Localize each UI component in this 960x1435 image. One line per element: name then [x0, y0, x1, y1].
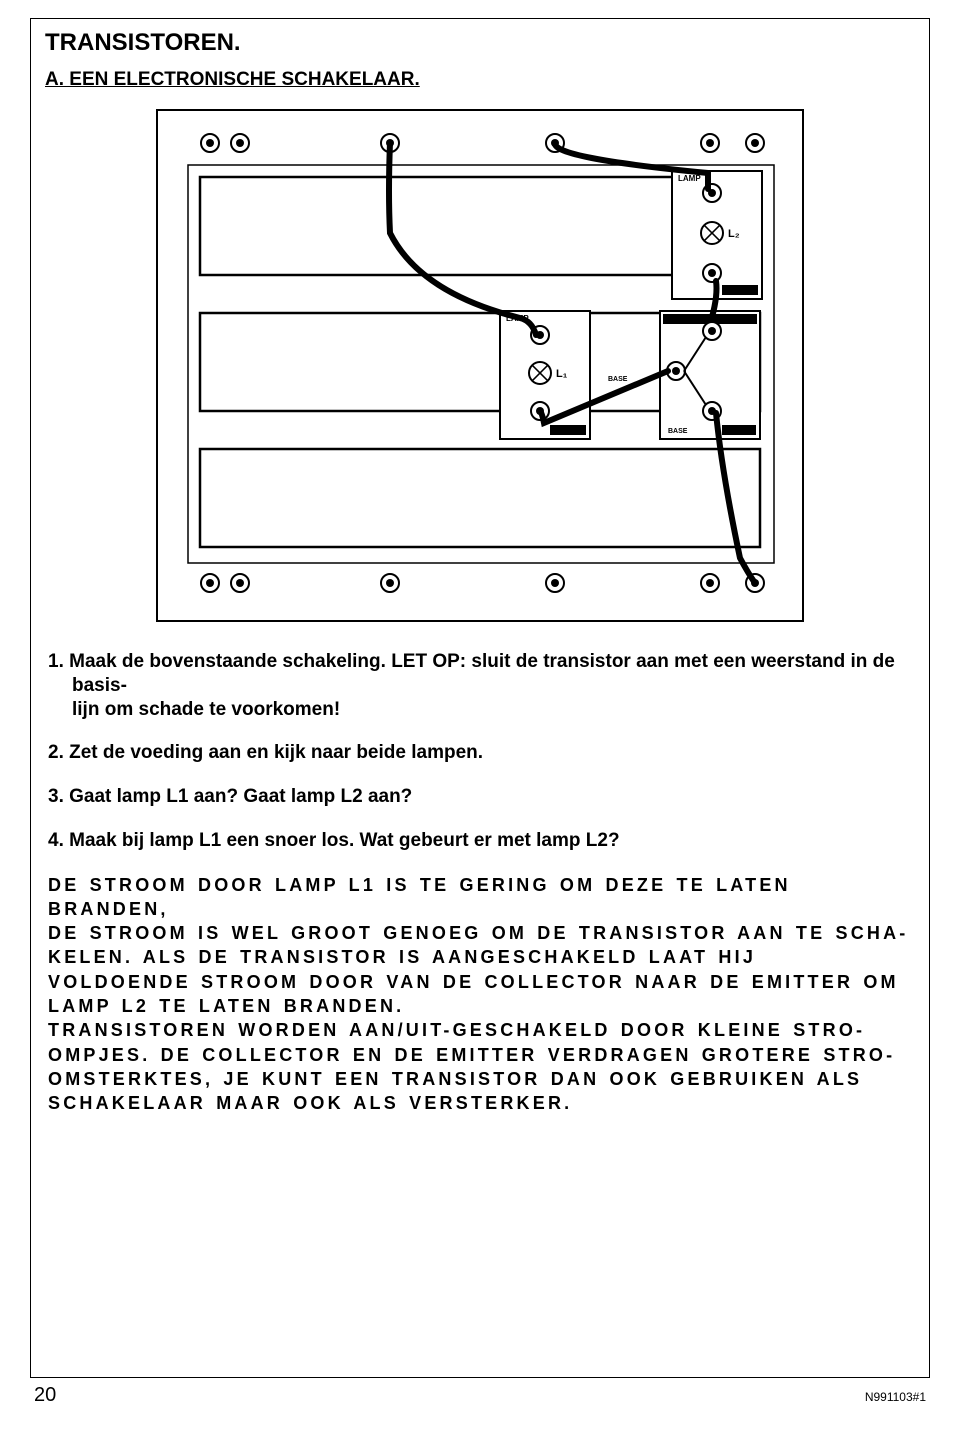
svg-text:BASE: BASE	[668, 428, 688, 435]
answer-line-3: KELEN. ALS DE TRANSISTOR IS AANGESCHAKEL…	[48, 947, 756, 967]
circuit-diagram: LAMPL₂LAMPL₁BASEBASE	[160, 113, 800, 613]
answer-line-4: VOLDOENDE STROOM DOOR VAN DE COLLECTOR N…	[48, 972, 899, 992]
answer-block: DE STROOM DOOR LAMP L1 IS TE GERING OM D…	[48, 873, 915, 1116]
page-number: 20	[34, 1384, 56, 1407]
svg-text:L₂: L₂	[728, 228, 740, 240]
instruction-1b: lijn om schade te voorkomen!	[72, 699, 340, 720]
answer-line-6: TRANSISTOREN WORDEN AAN/UIT-GESCHAKELD D…	[48, 1020, 865, 1040]
page-title: TRANSISTOREN.	[45, 29, 915, 57]
answer-line-1: DE STROOM DOOR LAMP L1 IS TE GERING OM D…	[48, 875, 791, 919]
page-frame: TRANSISTOREN. A. EEN ELECTRONISCHE SCHAK…	[30, 18, 930, 1378]
document-code: N991103#1	[865, 1390, 926, 1407]
answer-line-7: OMPJES. DE COLLECTOR EN DE EMITTER VERDR…	[48, 1045, 895, 1065]
diagram-container: LAMPL₂LAMPL₁BASEBASE	[45, 109, 915, 622]
instruction-3: 3. Gaat lamp L1 aan? Gaat lamp L2 aan?	[48, 785, 915, 809]
answer-line-8: OMSTERKTES, JE KUNT EEN TRANSISTOR DAN O…	[48, 1069, 862, 1089]
instruction-1: 1. Maak de bovenstaande schakeling. LET …	[48, 650, 915, 721]
page-footer: 20 N991103#1	[30, 1384, 930, 1407]
answer-line-5: LAMP L2 TE LATEN BRANDEN.	[48, 996, 404, 1016]
answer-line-2: DE STROOM IS WEL GROOT GENOEG OM DE TRAN…	[48, 923, 909, 943]
instruction-2: 2. Zet de voeding aan en kijk naar beide…	[48, 741, 915, 765]
svg-text:LAMP: LAMP	[678, 174, 701, 183]
diagram-frame: LAMPL₂LAMPL₁BASEBASE	[156, 109, 804, 622]
instruction-1a: 1. Maak de bovenstaande schakeling. LET …	[48, 651, 895, 696]
svg-text:BASE: BASE	[608, 376, 628, 383]
svg-text:L₁: L₁	[556, 368, 568, 380]
page-subtitle: A. EEN ELECTRONISCHE SCHAKELAAR.	[45, 69, 915, 91]
instruction-4: 4. Maak bij lamp L1 een snoer los. Wat g…	[48, 829, 915, 853]
answer-line-9: SCHAKELAAR MAAR OOK ALS VERSTERKER.	[48, 1093, 572, 1113]
